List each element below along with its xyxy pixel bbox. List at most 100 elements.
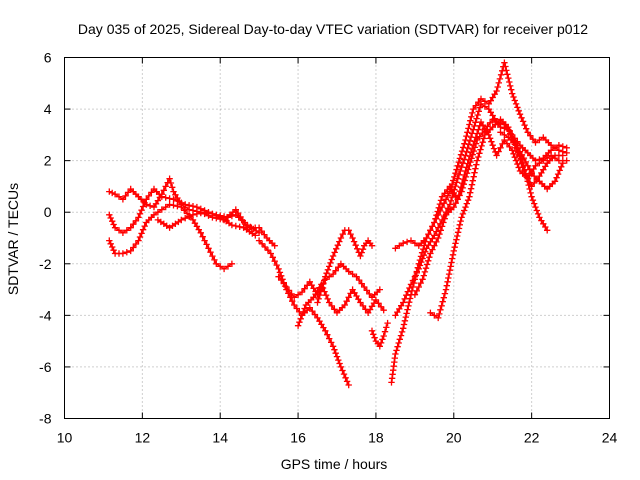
data-point (345, 294, 352, 301)
data-point (224, 263, 232, 270)
data-point (461, 177, 469, 184)
data-point (396, 336, 403, 343)
data-point (337, 234, 345, 242)
data-point (457, 151, 465, 158)
data-point (139, 203, 147, 210)
data-point (158, 206, 165, 213)
data-point (300, 308, 307, 316)
data-point (333, 245, 340, 252)
data-point (406, 284, 413, 292)
data-point (217, 212, 224, 219)
data-point (371, 334, 378, 341)
data-point (203, 241, 210, 248)
data-point (436, 310, 443, 318)
data-point (213, 211, 220, 218)
data-point (350, 238, 358, 245)
data-point (363, 287, 370, 294)
data-point (425, 230, 432, 238)
data-point (524, 178, 531, 185)
data-point (166, 175, 173, 182)
data-point (476, 104, 484, 111)
data-point (109, 218, 116, 225)
data-point (459, 184, 466, 192)
data-point (510, 93, 517, 101)
data-point (283, 283, 290, 291)
data-point (519, 118, 527, 125)
data-point (532, 203, 539, 211)
data-point (441, 190, 448, 197)
x-tick-label: 10 (57, 430, 73, 446)
data-point (452, 170, 459, 177)
data-point (518, 114, 525, 121)
data-point (422, 248, 429, 255)
data-point (201, 237, 208, 244)
data-point (370, 331, 377, 338)
data-point (437, 227, 444, 234)
data-point (486, 119, 494, 126)
data-point (464, 144, 471, 152)
data-point (376, 343, 383, 350)
data-point (400, 299, 407, 306)
data-point (339, 367, 346, 374)
data-point (477, 100, 485, 108)
data-point (469, 151, 476, 158)
data-point (119, 250, 127, 257)
data-point (454, 232, 461, 240)
data-point (288, 290, 295, 298)
data-point (301, 285, 308, 292)
data-point (392, 350, 399, 358)
data-point (380, 307, 387, 314)
data-point (111, 191, 119, 198)
data-point (511, 97, 518, 104)
data-point (555, 142, 563, 149)
data-point (205, 209, 212, 217)
data-point (329, 252, 337, 260)
data-point (328, 256, 335, 263)
data-point (228, 221, 236, 229)
data-point (544, 227, 551, 234)
data-point (450, 247, 457, 255)
data-point (411, 291, 419, 298)
data-point (429, 235, 436, 242)
data-point (509, 147, 516, 154)
data-point (358, 249, 365, 256)
data-point (334, 242, 341, 249)
data-point (511, 154, 518, 161)
data-point (452, 182, 459, 190)
x-tick-label: 20 (446, 430, 462, 446)
data-point (477, 146, 484, 153)
data-point (411, 240, 419, 247)
data-point (178, 203, 185, 211)
data-point (361, 283, 368, 291)
data-point (508, 86, 515, 93)
data-point (146, 202, 154, 209)
data-point (335, 264, 342, 271)
data-point (297, 315, 304, 322)
data-point (366, 290, 373, 298)
data-point (423, 245, 430, 252)
data-point (189, 211, 197, 218)
data-point (189, 203, 197, 210)
data-point (321, 277, 328, 284)
data-point (309, 307, 316, 315)
data-point (528, 193, 535, 200)
data-point (261, 243, 269, 251)
data-point (526, 166, 533, 173)
data-point (343, 298, 350, 305)
data-point (301, 305, 308, 312)
data-point (448, 193, 456, 201)
data-point (271, 242, 278, 249)
data-point (497, 144, 504, 151)
data-point (423, 234, 430, 242)
data-point (115, 193, 123, 200)
data-point (273, 261, 280, 269)
data-point (322, 273, 329, 280)
data-point (484, 123, 491, 130)
data-point (421, 268, 429, 276)
data-point (559, 143, 566, 150)
data-point (166, 195, 173, 202)
data-point (109, 243, 116, 251)
data-point (506, 78, 513, 86)
data-point (532, 139, 539, 146)
